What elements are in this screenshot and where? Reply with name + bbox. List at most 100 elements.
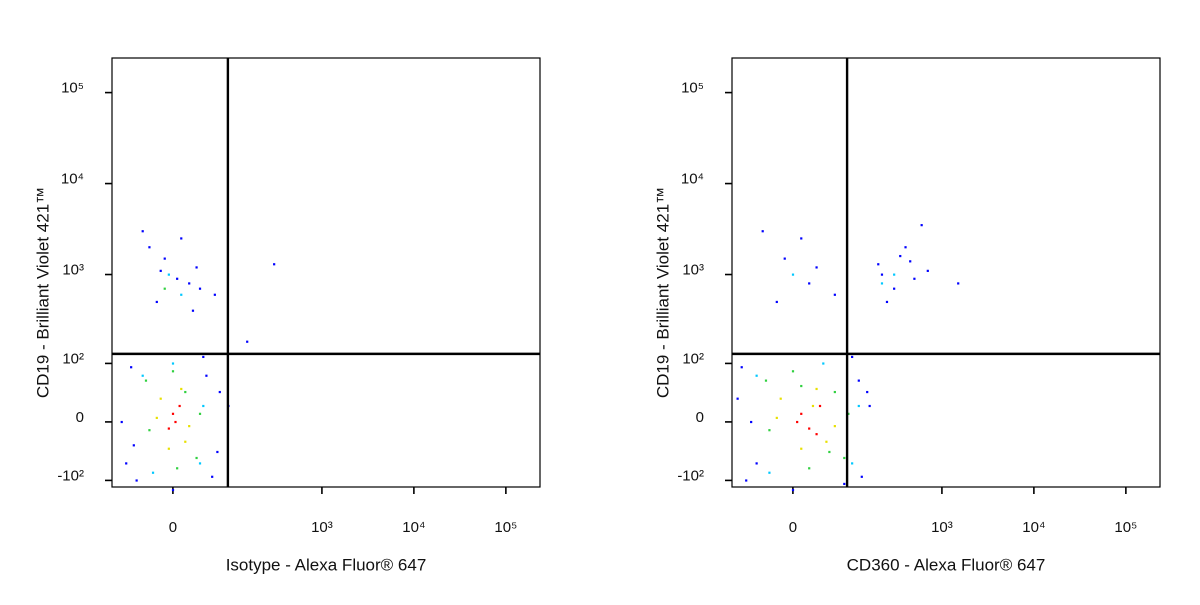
event-dot: [132, 444, 135, 447]
y-tick-label: 10⁵: [61, 80, 84, 97]
event-dot: [808, 427, 811, 430]
x-axis-title: Isotype - Alexa Fluor® 647: [226, 555, 427, 574]
event-dot: [176, 467, 179, 470]
event-dot: [811, 404, 815, 408]
event-dot: [167, 273, 170, 276]
y-tick-label: 10³: [62, 261, 84, 278]
y-tick-label: 10²: [62, 350, 84, 367]
event-dot: [899, 254, 902, 258]
event-dot: [843, 456, 846, 460]
event-dot: [155, 300, 158, 304]
plot-frame: [111, 57, 541, 488]
y-tick-label: 10²: [682, 350, 704, 367]
event-dot: [791, 370, 795, 373]
y-tick-label: 10⁴: [61, 171, 84, 188]
event-dot: [800, 384, 803, 388]
event-dot: [159, 269, 162, 272]
event-dot: [815, 387, 818, 391]
event-dot: [151, 471, 155, 474]
event-dot: [167, 447, 170, 450]
y-axis-title: CD19 - Brilliant Violet 421™: [33, 187, 52, 398]
plot-frame: [731, 57, 1161, 488]
event-dot: [761, 230, 764, 233]
event-dot: [825, 440, 828, 443]
x-axis-title: CD360 - Alexa Fluor® 647: [847, 555, 1046, 574]
event-dot: [857, 404, 860, 408]
event-dot: [195, 266, 198, 269]
event-dot: [779, 397, 782, 400]
event-dot: [893, 273, 896, 276]
event-dot: [202, 355, 205, 359]
event-dot: [877, 263, 880, 266]
x-tick-label: 10⁴: [1022, 519, 1045, 536]
event-dot: [167, 427, 170, 430]
plot-panel: 0 10³ 10⁴ 10⁵ -10² 0 10² 10³ 10⁴ 10⁵ Isotype - Ale…: [33, 57, 541, 574]
event-dot: [815, 433, 818, 436]
event-dot: [171, 362, 175, 365]
event-dot: [909, 260, 912, 263]
event-dot: [926, 269, 929, 272]
x-tick-label: 0: [789, 519, 797, 536]
event-dot: [125, 462, 128, 465]
event-dot: [198, 287, 202, 290]
event-dot: [176, 277, 179, 280]
event-dot: [184, 390, 187, 394]
event-dot: [808, 467, 811, 470]
event-dot: [800, 447, 803, 450]
event-dot: [868, 404, 871, 408]
y-tick-label: 10⁴: [681, 171, 704, 188]
event-dot: [141, 374, 144, 377]
event-dot: [198, 462, 202, 465]
event-dot: [163, 287, 166, 290]
event-dot: [833, 293, 836, 296]
event-dot: [148, 246, 151, 249]
event-dot: [768, 471, 771, 474]
event-dot: [847, 412, 850, 415]
event-dot: [851, 462, 854, 465]
event-dot: [195, 456, 198, 460]
event-dot: [144, 379, 148, 382]
event-dot: [750, 420, 753, 424]
event-dot: [800, 237, 803, 240]
x-tick-label: 10³: [931, 519, 953, 536]
x-tick-label: 0: [169, 519, 177, 536]
event-dot: [904, 246, 907, 249]
event-dot: [188, 282, 191, 285]
event-dot: [745, 479, 748, 482]
event-dot: [273, 263, 276, 266]
event-dot: [791, 273, 795, 276]
event-dot: [755, 462, 758, 465]
event-dot: [184, 440, 187, 443]
event-dot: [155, 416, 158, 420]
y-tick-label: -10²: [677, 467, 704, 484]
event-dot: [833, 425, 836, 428]
event-dot: [755, 374, 758, 377]
event-dot: [130, 366, 133, 369]
event-dot: [775, 416, 778, 420]
event-dot: [163, 257, 166, 260]
event-dot: [885, 300, 889, 304]
event-dot: [768, 429, 771, 432]
event-dot: [198, 412, 202, 415]
event-dot: [120, 420, 123, 424]
event-dot: [957, 282, 960, 285]
event-dot: [180, 293, 183, 296]
event-dot: [205, 374, 208, 377]
event-dot: [783, 257, 786, 260]
x-tick-label: 10⁵: [1114, 519, 1137, 536]
event-dot: [815, 266, 818, 269]
event-dot: [920, 224, 923, 227]
event-dot: [800, 412, 803, 415]
event-dot: [775, 300, 778, 304]
y-tick-label: 10³: [682, 261, 704, 278]
y-tick-label: 0: [76, 409, 84, 426]
event-dot: [822, 362, 825, 365]
event-dot: [141, 230, 144, 233]
event-dot: [218, 390, 221, 394]
event-dot: [857, 379, 860, 382]
event-dot: [178, 404, 181, 408]
event-dot: [171, 370, 175, 373]
y-axis-title: CD19 - Brilliant Violet 421™: [653, 187, 672, 398]
event-dot: [828, 450, 831, 454]
event-dot: [791, 488, 795, 492]
